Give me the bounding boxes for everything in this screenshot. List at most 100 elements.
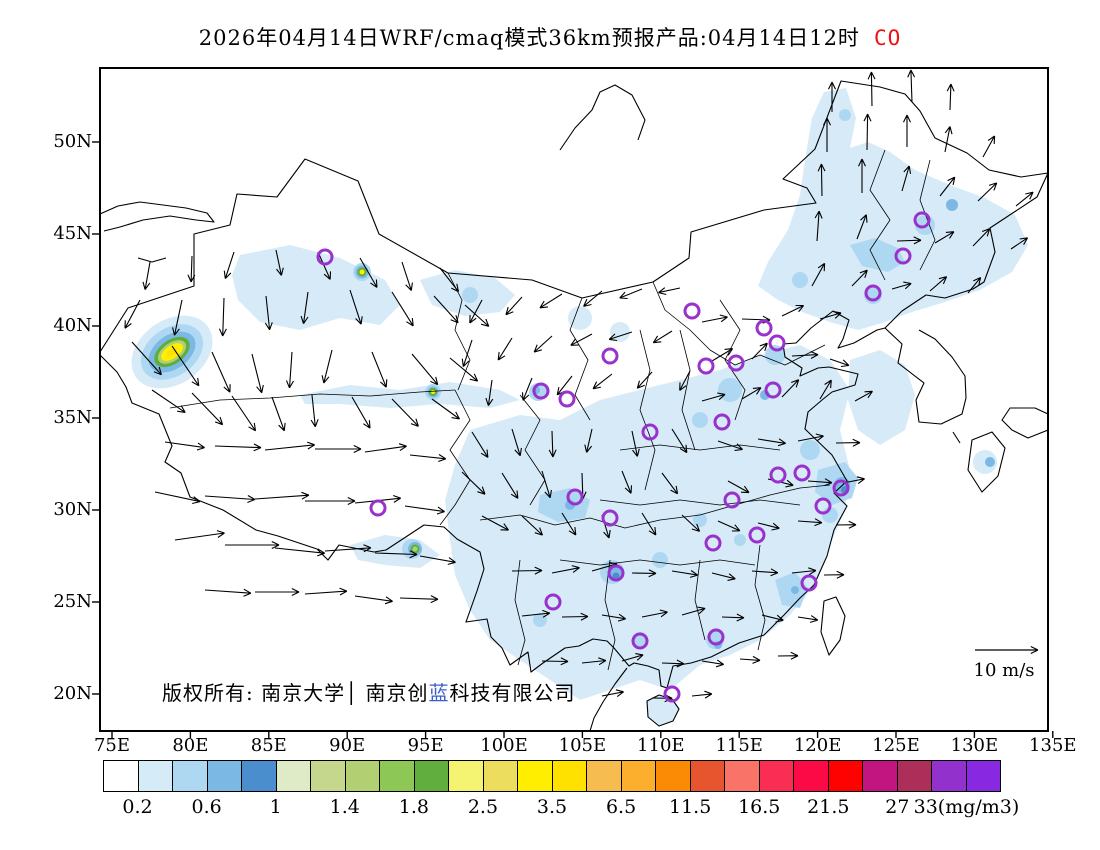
wind-arrow: [497, 337, 513, 361]
colorbar-cell-19: [758, 761, 793, 791]
wind-arrow: [211, 351, 231, 393]
lon-label-115E: 115E: [715, 735, 763, 756]
wind-arrow: [439, 267, 460, 293]
china-boundary-coastline: [100, 80, 1048, 689]
colorbar-cell-14: [586, 761, 621, 791]
wind-arrow: [461, 339, 473, 367]
colorbar-cell-3: [206, 761, 241, 791]
colorbar-cell-10: [448, 761, 483, 791]
wind-arrow: [929, 276, 948, 292]
wind-arrow: [401, 261, 413, 291]
wind-arrow: [187, 255, 196, 283]
station-marker: [641, 423, 659, 441]
wind-arrow: [310, 394, 319, 428]
wind-arrow: [681, 606, 706, 616]
wind-arrow: [641, 512, 657, 536]
colorbar-label-33(mg/m3): 33(mg/m3): [913, 796, 1020, 818]
wind-arrow: [204, 495, 256, 504]
wind-arrow: [154, 491, 201, 505]
wind-arrow: [671, 428, 688, 454]
wind-arrow: [851, 269, 868, 287]
lon-label-100E: 100E: [480, 735, 528, 756]
wind-arrow: [255, 588, 300, 596]
colorbar-cell-4: [241, 761, 276, 791]
wind-arrow: [608, 331, 633, 342]
wind-arrow: [907, 69, 916, 103]
wind-arrow: [903, 114, 911, 147]
wind-arrow: [661, 472, 679, 495]
wind-arrow: [701, 659, 725, 668]
wind-arrow: [359, 257, 378, 288]
colorbar-cell-7: [344, 761, 379, 791]
wind-arrow: [251, 353, 264, 394]
station-marker: [601, 509, 619, 527]
lon-label-75E: 75E: [93, 735, 131, 756]
wind-arrow: [285, 351, 294, 389]
wind-arrow: [171, 345, 200, 387]
wind-arrow: [561, 512, 577, 536]
wind-arrow: [967, 277, 982, 294]
colorbar-cell-0: [104, 761, 138, 791]
colorbar-cell-13: [551, 761, 586, 791]
wind-arrow: [521, 515, 544, 536]
wind-arrow: [433, 295, 459, 324]
wind-arrow: [218, 297, 227, 337]
wind-arrow: [797, 433, 824, 442]
colorbar-cell-17: [689, 761, 724, 791]
station-marker: [764, 381, 782, 399]
wind-arrow: [501, 472, 519, 499]
main-hotspot: [131, 315, 213, 389]
wind-arrow: [131, 341, 162, 376]
wind-arrow: [679, 370, 691, 391]
wind-arrow: [264, 295, 273, 331]
wind-arrow: [681, 514, 701, 532]
wind-arrow: [431, 398, 460, 420]
wind-arrow: [781, 304, 805, 317]
colorbar-cell-16: [655, 761, 690, 791]
colorbar-cell-20: [793, 761, 828, 791]
wind-arrow: [946, 83, 955, 111]
wind-arrow: [592, 373, 613, 390]
wind-arrow: [231, 395, 257, 432]
wind-arrow: [717, 440, 743, 451]
honshu-tip: [1001, 407, 1048, 439]
wind-arrow: [896, 236, 922, 245]
wind-arrow: [619, 288, 643, 300]
wind-arrow: [601, 613, 627, 622]
station-marker: [316, 248, 334, 266]
wind-arrow: [751, 568, 779, 577]
wind-arrow: [485, 379, 494, 407]
wind-arrow: [551, 565, 580, 574]
wind-arrow: [711, 348, 734, 362]
wind-arrow: [977, 182, 998, 202]
colorbar-label-27: 27: [885, 796, 910, 818]
wind-arrow: [254, 491, 310, 500]
wind-arrow: [631, 430, 640, 457]
station-marker: [800, 574, 818, 592]
wind-arrow: [939, 176, 956, 197]
wind-arrow: [972, 228, 991, 247]
station-marker: [704, 534, 722, 552]
wind-arrow: [275, 249, 284, 276]
lon-label-90E: 90E: [329, 735, 366, 756]
wind-arrow: [856, 214, 868, 240]
colorbar-label-3.5: 3.5: [536, 796, 568, 818]
wind-arrow: [858, 158, 866, 193]
wind-arrow: [717, 520, 741, 532]
wind-arrow: [797, 518, 823, 527]
axis-ticks: [92, 141, 1054, 738]
wind-arrow: [835, 520, 857, 529]
colorbar-cell-23: [896, 761, 931, 791]
wind-arrow: [364, 443, 407, 453]
wind-arrow: [409, 454, 447, 463]
lon-label-95E: 95E: [407, 735, 444, 756]
wind-arrow: [349, 289, 363, 325]
wind-arrow: [1010, 237, 1029, 250]
station-marker: [607, 564, 625, 582]
title-text: 2026年04月14日WRF/cmaq模式36km预报产品:04月14日12时: [198, 26, 860, 50]
vietnam-coast: [589, 667, 628, 731]
colorbar-label-2.5: 2.5: [467, 796, 499, 818]
wind-arrow: [661, 659, 685, 668]
wind-scale-arrow-glyph: [975, 645, 1039, 655]
wind-arrow: [464, 304, 490, 327]
